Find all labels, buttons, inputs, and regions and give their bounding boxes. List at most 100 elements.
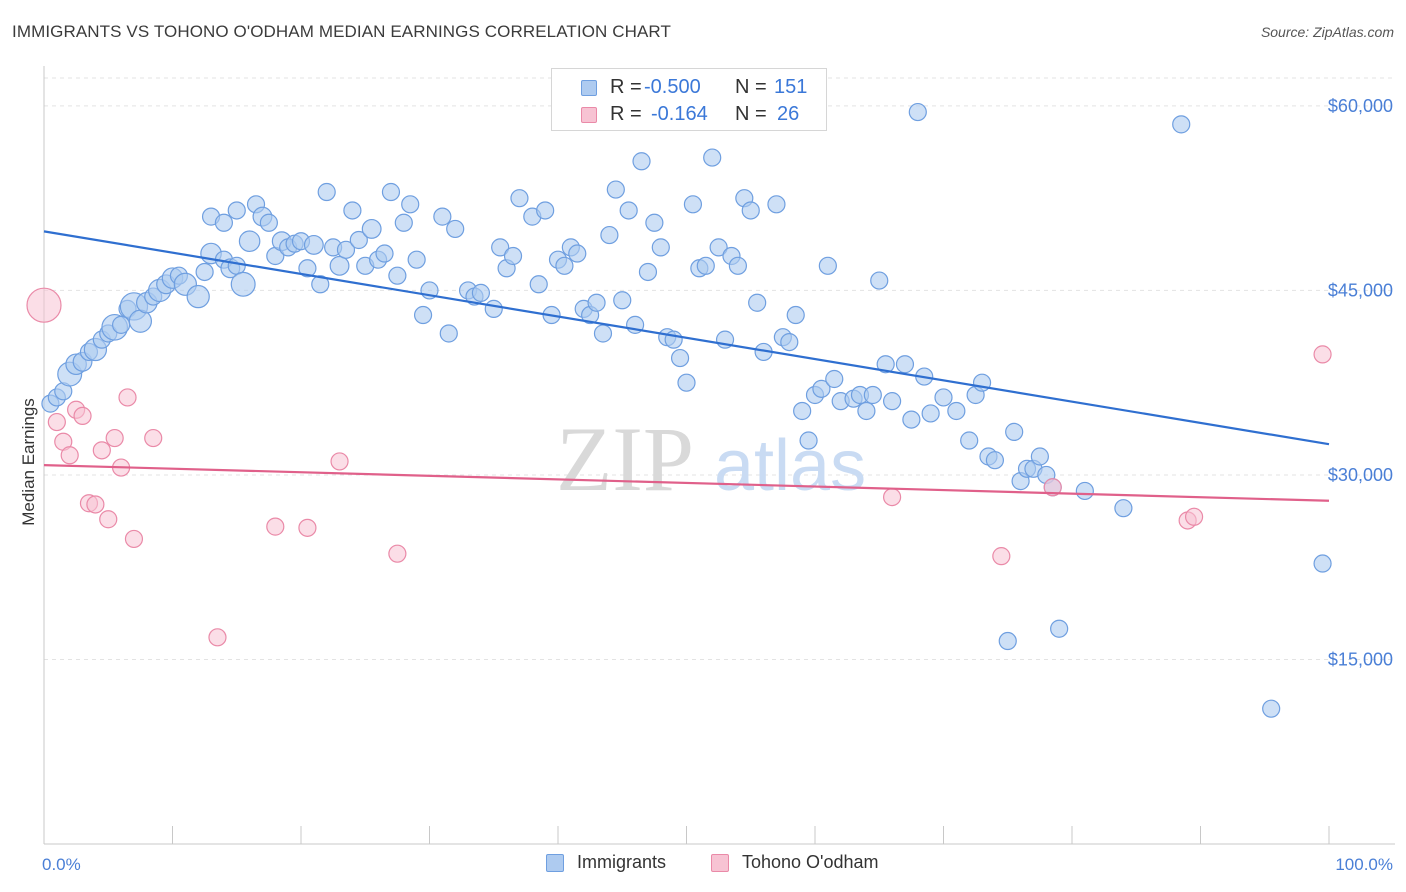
y-tick-labels: $15,000 $30,000 $45,000 $60,000 xyxy=(1328,96,1393,670)
immigrants-point xyxy=(388,266,407,285)
immigrants-point xyxy=(985,451,1005,470)
legend-r-label: R = xyxy=(610,103,642,125)
immigrants-point xyxy=(606,180,625,199)
tohono-point xyxy=(144,428,163,448)
tohono-point xyxy=(1313,345,1332,364)
immigrants-point xyxy=(876,355,895,374)
bottom-legend-swatch-tohono xyxy=(711,854,729,872)
immigrants-point xyxy=(471,283,490,302)
immigrants-point xyxy=(298,259,317,278)
immigrants-point xyxy=(1050,619,1069,638)
immigrants-point xyxy=(863,385,882,405)
immigrants-point xyxy=(439,324,458,343)
legend-swatch-tohono xyxy=(581,107,597,123)
watermark-atlas: atlas xyxy=(714,426,866,506)
immigrants-point xyxy=(413,305,433,325)
tohono-point xyxy=(388,544,407,563)
legend-r-value: -0.164 xyxy=(651,103,708,125)
immigrants-point xyxy=(230,271,256,297)
tohono-point xyxy=(86,495,105,514)
immigrants-point xyxy=(593,324,613,343)
immigrants-point xyxy=(433,207,452,226)
immigrants-point xyxy=(947,401,966,421)
immigrants-point xyxy=(446,219,465,239)
x-tick-label: 0.0% xyxy=(42,855,81,874)
immigrants-point xyxy=(1030,447,1049,466)
immigrants-point xyxy=(555,256,574,275)
immigrants-point xyxy=(401,195,420,214)
immigrants-point xyxy=(510,189,529,208)
tohono-point xyxy=(330,452,349,471)
immigrants-point xyxy=(381,182,401,202)
legend-swatch-immigrants xyxy=(581,80,597,96)
immigrants-point xyxy=(882,392,902,411)
immigrants-point xyxy=(1313,554,1332,573)
immigrants-point xyxy=(195,262,214,282)
immigrants-point xyxy=(998,631,1017,651)
immigrants-point xyxy=(317,182,336,202)
legend-n-value: 26 xyxy=(777,103,800,125)
axes xyxy=(43,66,1395,845)
immigrants-point xyxy=(767,195,786,214)
bottom-legend-label-tohono: Tohono O'odham xyxy=(742,852,879,872)
y-tick-label: $60,000 xyxy=(1328,96,1393,116)
immigrants-point xyxy=(111,315,131,334)
tohono-point xyxy=(26,287,62,323)
immigrants-point xyxy=(343,201,362,220)
bottom-legend-swatch-immigrants xyxy=(546,854,564,872)
immigrants-point xyxy=(741,201,760,220)
tohono-point xyxy=(105,428,124,448)
immigrants-point xyxy=(375,244,394,263)
legend-n-label: N = xyxy=(735,76,767,98)
tohono-point xyxy=(882,487,902,507)
tohono-point xyxy=(99,510,118,529)
immigrants-point xyxy=(238,230,261,253)
trend-lines xyxy=(43,230,1330,502)
immigrants-point xyxy=(484,299,503,318)
tohono-point xyxy=(118,388,137,407)
immigrants-point xyxy=(529,275,548,294)
immigrants-point xyxy=(613,291,632,310)
immigrants-point xyxy=(793,401,812,421)
immigrants-point xyxy=(632,152,651,171)
grid-lines xyxy=(44,77,1395,660)
y-tick-label: $30,000 xyxy=(1328,465,1393,485)
immigrants-point xyxy=(638,262,658,282)
tohono-point xyxy=(92,441,111,460)
immigrants-trend-line xyxy=(43,230,1330,446)
immigrants-point xyxy=(683,195,703,214)
y-axis-label: Median Earnings xyxy=(19,398,38,526)
immigrants-point xyxy=(1172,115,1191,134)
immigrants-point xyxy=(908,102,927,122)
immigrants-point xyxy=(600,225,619,245)
immigrants-point xyxy=(259,213,278,232)
x-tick-labels: 0.0% 100.0% xyxy=(42,855,1393,874)
immigrants-point xyxy=(812,379,831,398)
immigrants-point xyxy=(394,213,413,232)
immigrants-point xyxy=(857,401,876,421)
immigrants-point xyxy=(748,293,767,312)
tohono-point xyxy=(73,406,92,426)
immigrants-point xyxy=(491,238,510,257)
immigrants-point xyxy=(361,218,382,239)
immigrants-point xyxy=(227,256,246,275)
legend-row-tohono: R = -0.164 N = 26 xyxy=(552,103,826,127)
immigrants-point xyxy=(895,355,915,374)
immigrants-point xyxy=(780,332,799,352)
immigrants-point xyxy=(960,431,979,450)
chart-title: IMMIGRANTS VS TOHONO O'ODHAM MEDIAN EARN… xyxy=(12,22,671,41)
tohono-point xyxy=(60,446,79,465)
immigrants-point xyxy=(186,284,210,309)
immigrants-point xyxy=(1114,499,1133,518)
immigrants-point xyxy=(619,201,638,220)
immigrants-point xyxy=(329,255,350,276)
immigrants-point xyxy=(670,348,690,368)
immigrants-point xyxy=(568,244,587,263)
immigrants-point xyxy=(349,230,368,250)
immigrants-point xyxy=(709,238,728,257)
tohono-point xyxy=(208,628,227,647)
immigrants-point xyxy=(696,256,715,275)
tohono-point xyxy=(1184,507,1204,526)
immigrants-point xyxy=(303,234,324,255)
